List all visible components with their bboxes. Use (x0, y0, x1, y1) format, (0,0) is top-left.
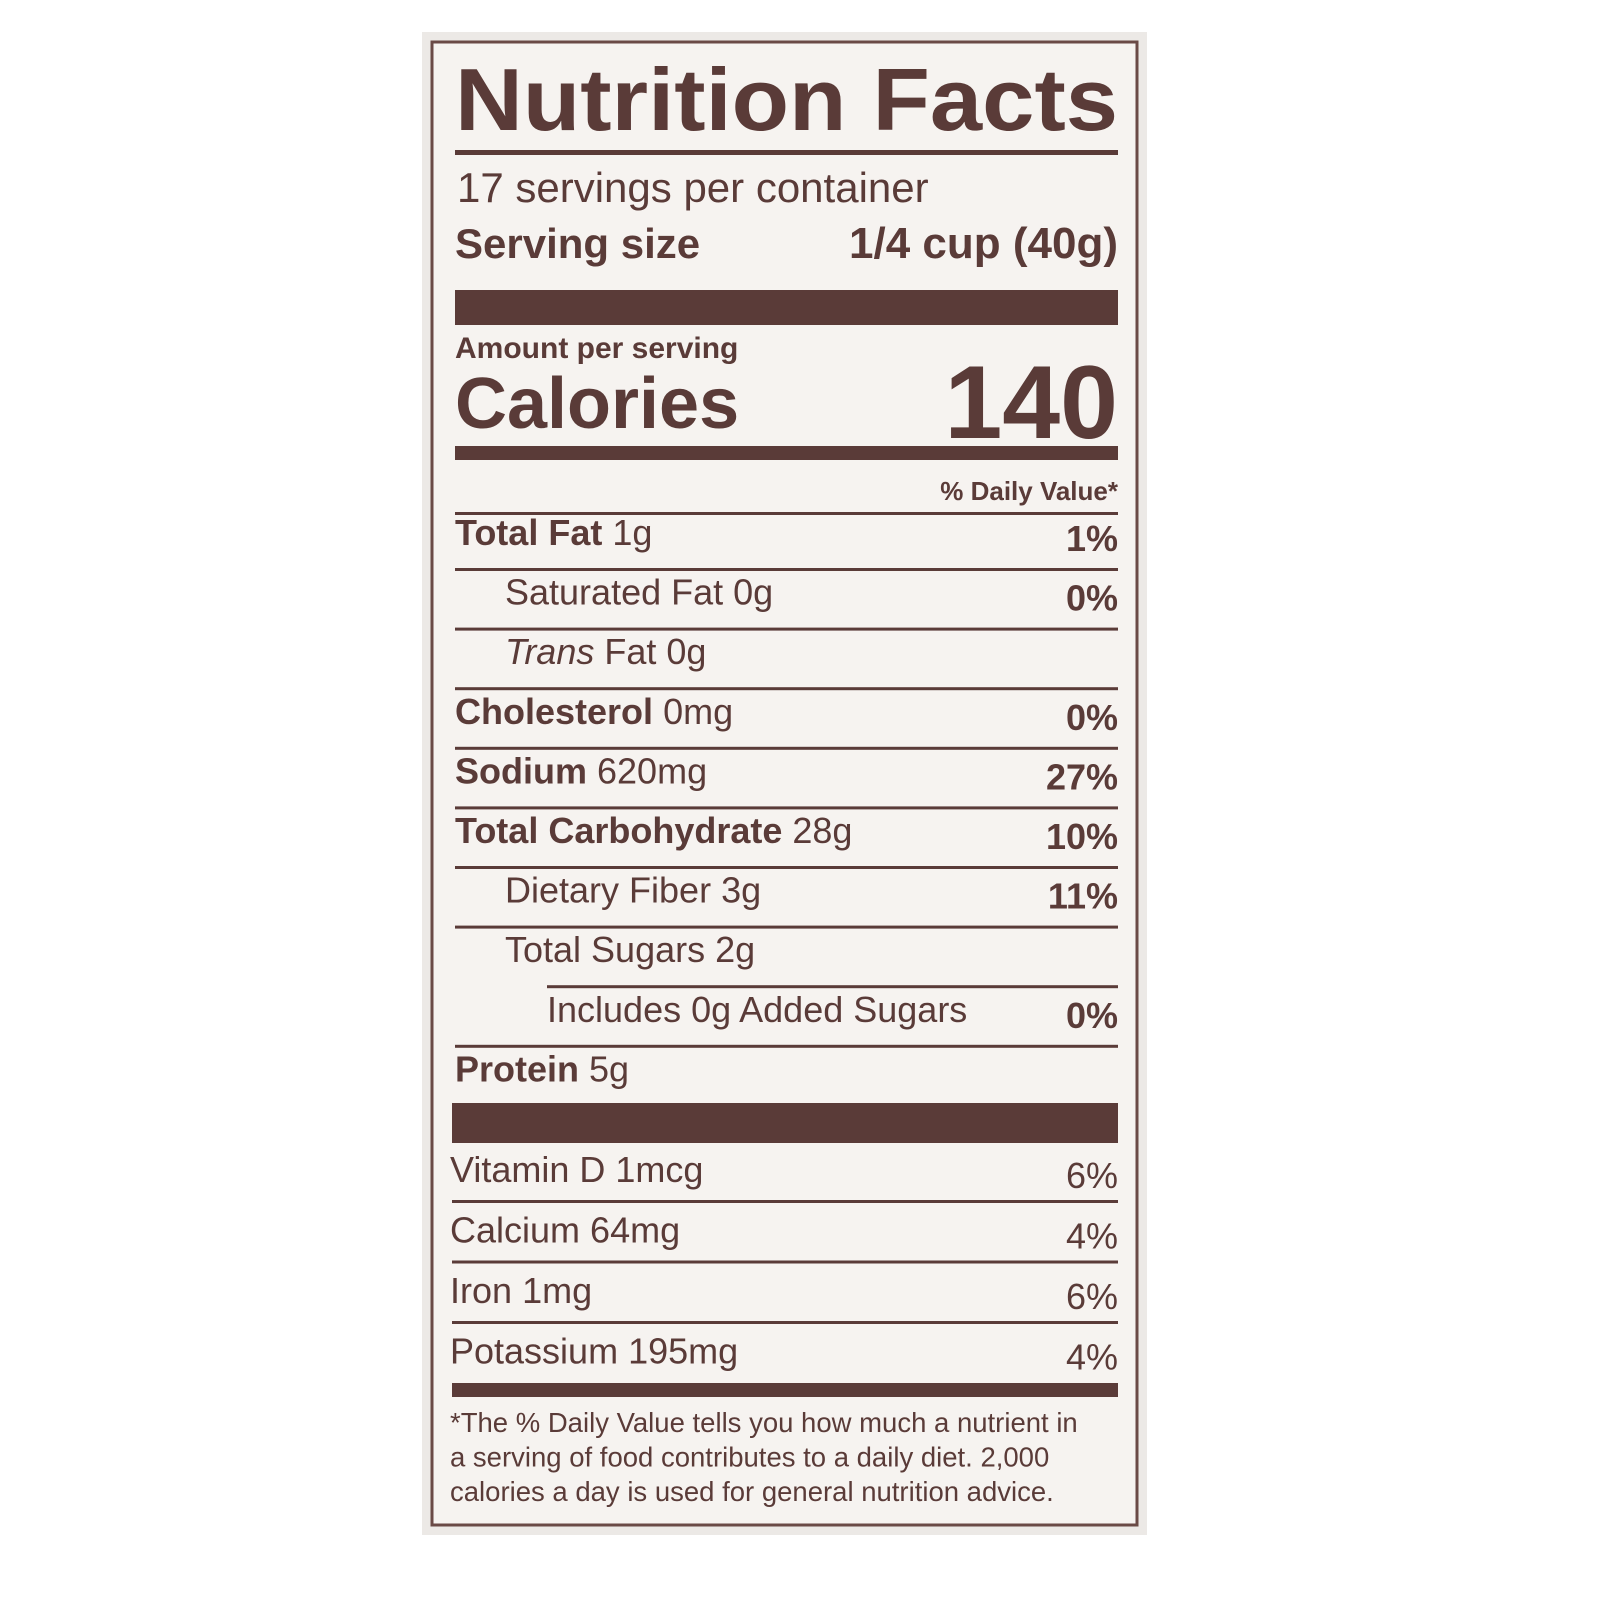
nutrient-row: Sodium 620mg (455, 750, 707, 791)
nutrient-name: Includes 0g Added Sugars (547, 989, 967, 1030)
rule (452, 1200, 1118, 1203)
daily-value: 11% (1048, 876, 1118, 917)
rule (455, 746, 1118, 750)
nutrient-name: Total Carbohydrate (455, 810, 782, 851)
footnote-line: calories a day is used for general nutri… (450, 1476, 1054, 1507)
nutrient-amount: 28g (792, 810, 852, 851)
vitamin-name: Calcium (450, 1210, 580, 1251)
nutrient-row: Includes 0g Added Sugars (547, 989, 967, 1030)
rule (455, 150, 1118, 155)
calories-value: 140 (944, 345, 1118, 461)
nutrient-name: Total Fat (455, 512, 602, 553)
nutrient-amount: 0g (733, 572, 773, 613)
daily-value: 0% (1066, 995, 1118, 1036)
nutrient-name: Protein (455, 1048, 579, 1089)
footnote-line: *The % Daily Value tells you how much a … (450, 1407, 1078, 1438)
nutrient-row: Total Fat 1g (455, 512, 652, 553)
daily-value: 0% (1066, 697, 1118, 738)
rule (452, 1321, 1118, 1324)
rule (455, 512, 1118, 515)
vitamin-name: Iron (450, 1270, 512, 1311)
nutrient-name: Cholesterol (455, 691, 653, 732)
calories-label: Calories (455, 364, 739, 444)
vitamin-amount: 1mcg (615, 1149, 703, 1190)
vitamin-row: Iron 1mg (450, 1270, 592, 1311)
nutrient-row: Total Sugars 2g (505, 929, 755, 970)
vitamin-name: Vitamin D (450, 1149, 605, 1190)
nutrient-name: Dietary Fiber (505, 870, 711, 911)
daily-value: 10% (1046, 816, 1118, 857)
thick-bar (455, 290, 1118, 325)
rule (455, 925, 1118, 929)
nutrient-row: Cholesterol 0mg (455, 691, 733, 732)
medium-bar (452, 1383, 1118, 1397)
nutrient-name: Fat (604, 631, 656, 672)
label-panel (430, 40, 1139, 1527)
rule (455, 866, 1118, 869)
nutrient-row: Saturated Fat 0g (505, 572, 773, 613)
daily-value: 4% (1066, 1337, 1118, 1378)
vitamin-name: Potassium (450, 1331, 618, 1372)
nutrient-amount: 3g (721, 870, 761, 911)
daily-value: 4% (1066, 1216, 1118, 1257)
medium-bar (455, 446, 1118, 460)
title: Nutrition Facts (455, 50, 1118, 149)
vitamin-row: Vitamin D 1mcg (450, 1149, 703, 1190)
nutrient-name: Sodium (455, 750, 587, 791)
nutrient-name: Saturated Fat (505, 572, 723, 613)
rule (547, 985, 1118, 989)
amount-per-serving: Amount per serving (455, 332, 738, 365)
rule (455, 806, 1118, 810)
daily-value: 6% (1066, 1155, 1118, 1196)
rule (455, 627, 1118, 631)
nutrient-row: Total Carbohydrate 28g (455, 810, 852, 851)
daily-value-header: % Daily Value* (940, 476, 1119, 506)
rule (455, 568, 1118, 571)
nutrient-amount: 5g (589, 1048, 629, 1089)
nutrient-amount: 620mg (597, 750, 707, 791)
daily-value: 0% (1066, 578, 1118, 619)
nutrient-amount: 0mg (663, 691, 733, 732)
daily-value: 1% (1066, 518, 1118, 559)
nutrient-name-italic: Trans (505, 631, 594, 672)
nutrient-row: Dietary Fiber 3g (505, 870, 761, 911)
rule (452, 1260, 1118, 1264)
footnote-line: a serving of food contributes to a daily… (450, 1442, 1049, 1473)
vitamin-amount: 195mg (628, 1331, 738, 1372)
rule (455, 1044, 1118, 1048)
nutrient-name: Total Sugars (505, 929, 705, 970)
servings: 17 servings per container (457, 164, 929, 211)
vitamin-row: Calcium 64mg (450, 1210, 680, 1251)
daily-value: 27% (1046, 756, 1118, 797)
vitamin-row: Potassium 195mg (450, 1331, 738, 1372)
nutrient-amount: 2g (715, 929, 755, 970)
nutrient-row: Protein 5g (455, 1048, 629, 1089)
serving-size-value: 1/4 cup (40g) (849, 219, 1118, 268)
nutrient-amount: 1g (612, 512, 652, 553)
thick-bar (452, 1103, 1118, 1143)
nutrient-amount: 0g (666, 631, 706, 672)
daily-value: 6% (1066, 1276, 1118, 1317)
vitamin-amount: 64mg (590, 1210, 680, 1251)
nutrient-row: Trans Fat 0g (505, 631, 706, 672)
rule (455, 687, 1118, 691)
vitamin-amount: 1mg (522, 1270, 592, 1311)
serving-size-label: Serving size (455, 220, 700, 267)
